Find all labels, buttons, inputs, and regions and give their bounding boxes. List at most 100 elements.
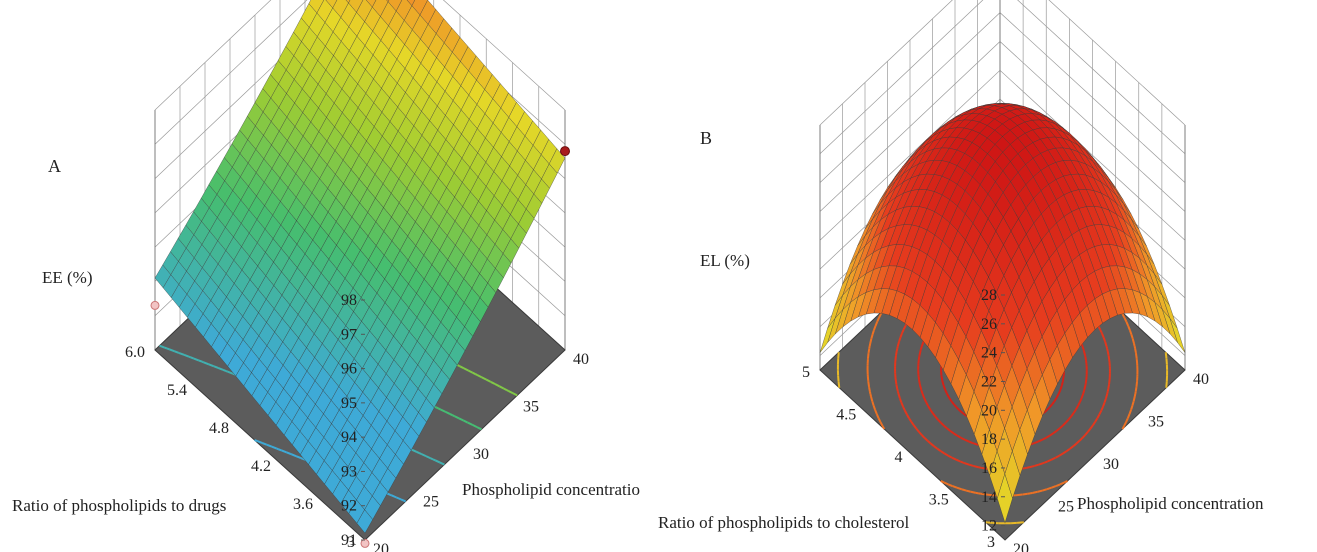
contour-segment [254,439,258,443]
contour-segment [1125,417,1129,423]
wall-grid-line [819,0,1186,155]
z-axis-title: EL (%) [700,251,750,270]
contour-segment [959,409,964,414]
contour-segment [918,379,921,384]
contour-segment [430,457,434,461]
contour-segment [256,440,263,444]
contour-segment [203,361,209,366]
contour-segment [164,346,168,350]
contour-segment [1084,431,1089,436]
contour-segment [418,452,422,455]
contour-segment [300,457,303,460]
contour-segment [873,325,877,331]
design-point [560,146,570,157]
y-tick-label: 3.6 [293,496,313,513]
contour-segment [281,449,287,454]
contour-segment [498,385,505,390]
contour-segment [169,348,175,353]
contour-segment [208,363,214,367]
contour-segment [837,381,841,387]
z-tick-label: 18 [981,431,997,448]
contour-segment [183,353,190,358]
contour-segment [1046,486,1052,491]
x-axis-title: Phospholipid concentration [462,480,649,499]
z-tick-label: 98 [341,292,357,309]
contour-segment [1094,417,1099,423]
z-tick-label: 93 [341,463,357,480]
contour-segment [437,407,442,411]
contour-segment [898,337,902,342]
contour-segment [869,338,873,344]
contour-segment [1089,424,1094,430]
contour-segment [1037,489,1043,493]
contour-segment [870,334,874,340]
contour-segment [1045,406,1051,412]
design-point [360,538,370,548]
contour-segment [395,496,402,501]
contour-segment [1106,350,1110,356]
contour-segment [964,462,970,466]
contour-segment [1123,421,1127,427]
contour-segment [877,417,882,423]
contour-segment [931,412,936,417]
contour-segment [1061,375,1065,381]
contour-segment [222,368,227,372]
contour-segment [978,466,982,469]
contour-segment [503,387,508,391]
contour-segment [962,412,967,417]
contour-segment [476,426,482,431]
contour-segment [166,347,170,351]
z-tick-label: 24 [981,345,997,362]
contour-segment [507,389,514,395]
contour-segment [1059,481,1065,486]
contour-segment [1043,460,1048,464]
contour-segment [955,406,961,412]
contour-segment [1103,398,1107,403]
contour-segment [1084,356,1087,361]
contour-segment [899,333,903,338]
contour-segment [897,393,901,399]
contour-segment [1133,343,1136,347]
contour-segment [1042,488,1047,492]
design-point [150,300,160,310]
contour-segment [951,401,955,406]
contour-segment [946,393,950,398]
contour-segment [485,378,492,383]
contour-segment [1062,421,1067,427]
contour-segment [1107,355,1111,362]
contour-segment [434,459,441,464]
contour-segment [1051,485,1057,489]
contour-segment [965,489,971,493]
contour-segment [1055,454,1060,459]
contour-segment [1062,450,1068,455]
y-tick-label: 5 [802,364,810,381]
x-tick-label: 25 [423,494,439,511]
contour-segment [896,346,899,350]
contour-segment [512,392,518,397]
contour-segment [472,424,478,429]
contour-segment [188,355,191,359]
contour-segment [1087,427,1092,433]
contour-segment [920,434,926,439]
contour-segment [1127,325,1131,331]
contour-segment [1072,409,1077,414]
contour-segment [867,353,870,359]
contour-segment [1092,421,1097,426]
contour-segment [1104,341,1108,347]
tick-labels: 91 92 93 94 95 96 97 98 3 3.6 4.2 4.8 5.4 6.0 20 25 30 35… [125,292,589,552]
contour-segment [1164,353,1168,359]
contour-segment [923,398,927,403]
contour-segment [472,371,477,376]
contour-segment [1100,407,1104,411]
contour-segment [1065,418,1070,424]
contour-segment [391,494,397,499]
contour-segment [894,355,897,362]
contour-segment [1096,413,1101,419]
contour-segment [896,390,900,394]
contour-segment [1098,410,1103,415]
contour-segment [870,396,874,402]
contour-segment [952,485,958,489]
x-tick-label: 30 [473,446,489,463]
contour-segment [1067,415,1072,421]
contour-segment [970,490,977,494]
